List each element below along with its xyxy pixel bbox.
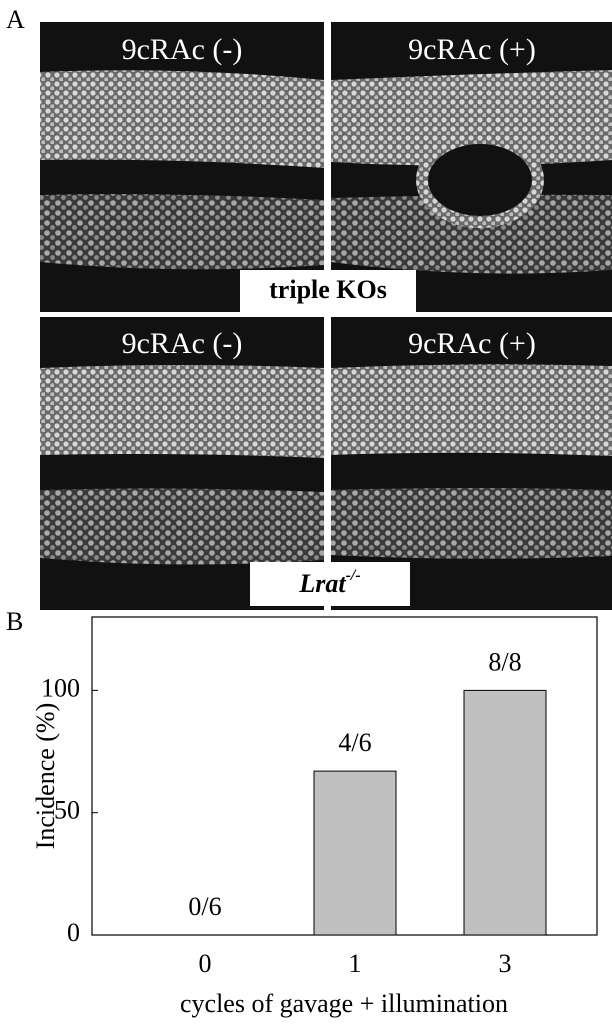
caption-superscript: -/- — [346, 567, 361, 584]
image-caption: Lrat-/- — [298, 567, 360, 598]
x-tick-label: 0 — [199, 949, 212, 978]
value-label: 0/6 — [188, 892, 221, 921]
panel-label: A — [6, 5, 25, 34]
image-label: 9cRAc (+) — [408, 327, 536, 360]
y-axis-label: Incidence (%) — [31, 703, 60, 850]
bar — [313, 770, 397, 936]
caption-box — [250, 562, 410, 606]
y-tick-label: 100 — [41, 673, 80, 702]
caption-text: Lrat — [298, 569, 346, 598]
panel-label: B — [6, 607, 23, 636]
x-tick-label: 1 — [349, 949, 362, 978]
micrographs: 9cRAc (-) 9cRAc (+) 9cRAc (-) 9cRAc (+) … — [40, 22, 612, 610]
caption-box — [240, 270, 416, 312]
y-tick-label: 50 — [54, 796, 80, 825]
image-label: 9cRAc (-) — [122, 33, 243, 66]
value-label: 4/6 — [338, 728, 371, 757]
x-axis-label: cycles of gavage + illumination — [180, 989, 508, 1018]
bar — [463, 689, 547, 936]
retina-layers — [40, 70, 612, 565]
x-tick-label: 3 — [499, 949, 512, 978]
image-label: 9cRAc (-) — [122, 327, 243, 360]
image-caption: triple KOs — [269, 275, 387, 304]
value-label: 8/8 — [488, 647, 521, 676]
y-tick-label: 0 — [67, 918, 80, 947]
image-label: 9cRAc (+) — [408, 33, 536, 66]
